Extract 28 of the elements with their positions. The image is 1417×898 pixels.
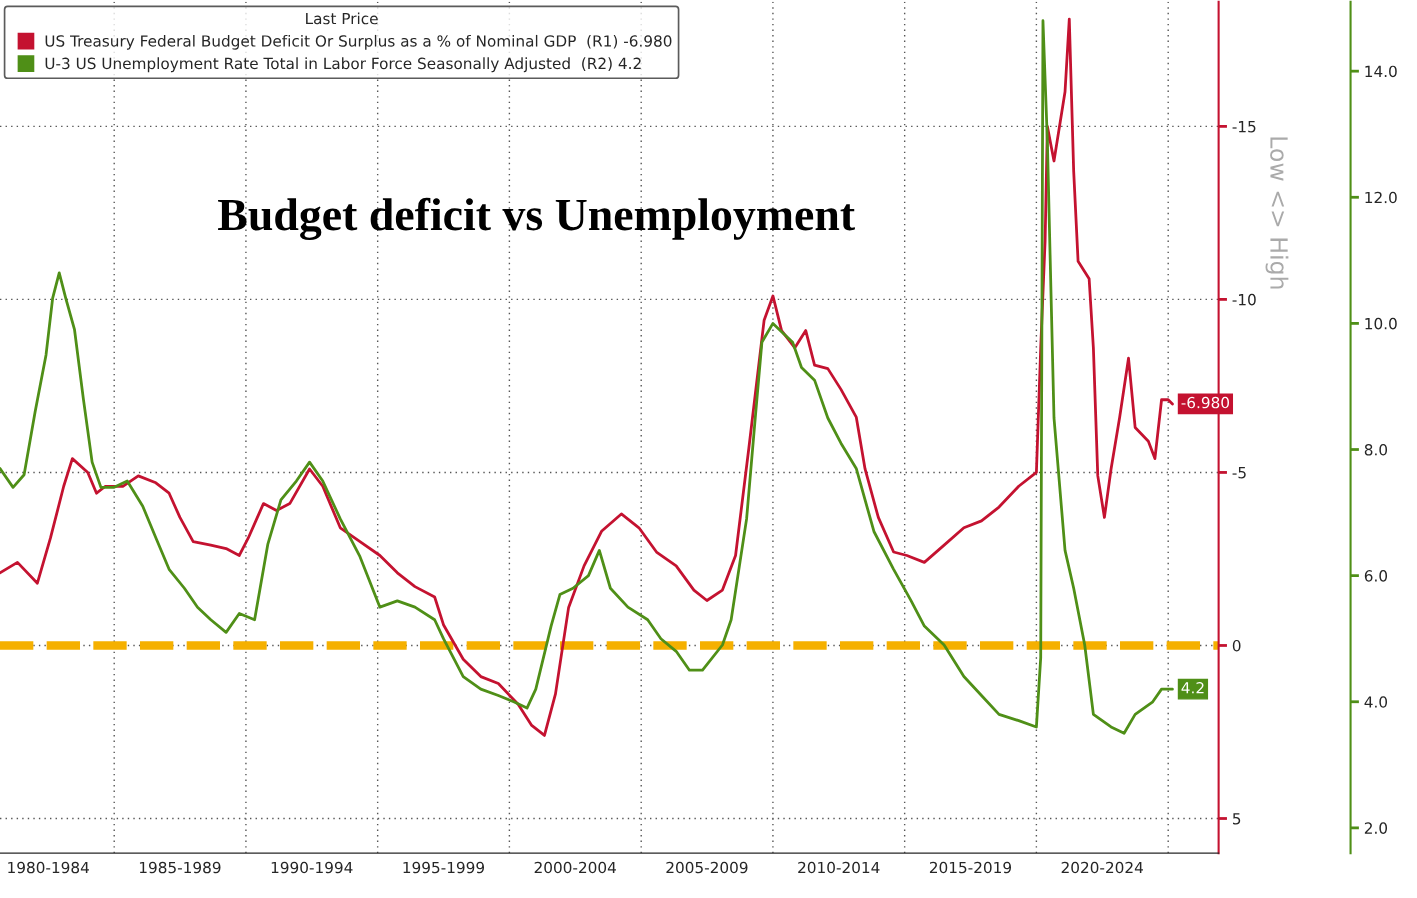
y-tick-label: -15	[1232, 121, 1256, 133]
y2-tick-label: 8.0	[1364, 443, 1388, 456]
x-tick-label: 1995-1999	[403, 861, 485, 874]
legend-label: U-3 US Unemployment Rate Total in Labor Force Seasonally Adjusted (R2) 4.2	[45, 57, 641, 73]
data-label: -6.980	[1181, 396, 1230, 409]
y2-tick-label: 14.0	[1365, 65, 1397, 78]
x-tick-label: 2000-2004	[534, 861, 616, 874]
y-tick-label: 5	[1232, 813, 1241, 825]
data-label: 4.2	[1181, 682, 1204, 694]
text: Budget deficit vs Unemployment	[218, 197, 855, 241]
y2-tick-label: 6.0	[1364, 570, 1388, 582]
y-tick-label: -5	[1232, 467, 1246, 479]
x-tick-label: 2010-2014	[798, 861, 880, 874]
x-tick-label: 2020-2024	[1061, 861, 1143, 874]
x-tick-label: 1980-1984	[8, 861, 89, 874]
y-tick-label: 0	[1232, 639, 1241, 652]
x-tick-label: 2015-2019	[929, 861, 1012, 874]
legend-label: US Treasury Federal Budget Deficit Or Surplus as a % of Nominal GDP (R1) -6.980	[45, 34, 672, 50]
y2-tick-label: 10.0	[1365, 317, 1397, 330]
x-tick-label: 2005-2009	[666, 861, 748, 874]
legend-title: Last Price	[306, 12, 378, 25]
y2-tick-label: 4.0	[1364, 696, 1388, 708]
y-tick-label: -10	[1232, 293, 1256, 306]
y2-tick-label: 2.0	[1364, 822, 1388, 834]
x-tick-label: 1985-1989	[139, 861, 221, 874]
x-tick-label: 1990-1994	[271, 861, 353, 874]
text: Low <> High	[1265, 137, 1289, 289]
y2-tick-label: 12.0	[1365, 191, 1397, 204]
